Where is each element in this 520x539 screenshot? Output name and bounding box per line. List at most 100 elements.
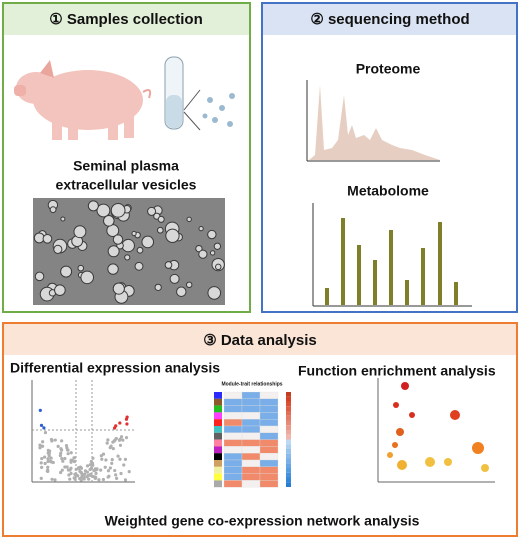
bubble-plot-part xyxy=(425,457,435,467)
tube-icon-part xyxy=(202,113,208,119)
volcano-plot-part xyxy=(53,478,57,482)
metabolome-bars-part xyxy=(454,282,458,305)
volcano-plot-part xyxy=(85,475,89,479)
pig-icon-part xyxy=(40,60,54,78)
micrograph-part xyxy=(53,244,63,254)
tube-icon-part xyxy=(183,111,201,131)
module-heatmap-part xyxy=(223,473,243,481)
volcano-plot-part xyxy=(88,472,93,476)
volcano-plot-part xyxy=(59,470,63,475)
module-heatmap-part xyxy=(214,405,222,413)
volcano-plot-part xyxy=(69,451,73,455)
volcano-plot-part xyxy=(111,440,115,444)
micrograph-part xyxy=(169,273,180,284)
volcano-plot-part xyxy=(89,466,94,470)
module-heatmap-part xyxy=(241,412,261,420)
volcano-plot-part xyxy=(46,465,50,469)
bubble-plot xyxy=(377,378,495,483)
volcano-plot-part xyxy=(108,446,112,450)
volcano-plot-part xyxy=(41,444,45,448)
volcano-plot-part xyxy=(125,422,129,426)
micrograph-part xyxy=(110,202,126,218)
tube-icon-part xyxy=(166,95,182,128)
volcano-plot-part xyxy=(85,464,90,468)
volcano-plot-part xyxy=(73,472,77,476)
volcano-plot-part xyxy=(106,469,111,473)
tube-icon xyxy=(164,56,235,131)
volcano-plot-part xyxy=(39,461,43,465)
volcano-plot-part xyxy=(83,472,87,476)
panel-title: ② sequencing method xyxy=(310,11,469,28)
module-heatmap-part xyxy=(259,453,279,461)
micrograph-part xyxy=(87,200,99,212)
tube-icon-part xyxy=(183,89,201,111)
micrograph-part xyxy=(186,216,192,223)
volcano-plot-part xyxy=(117,438,122,442)
volcano-plot-part xyxy=(78,469,82,473)
volcano-plot-part xyxy=(123,478,128,482)
module-heatmap-part xyxy=(286,420,291,426)
panel-header xyxy=(4,4,249,35)
module-heatmap-part xyxy=(214,446,222,454)
volcano-plot-part xyxy=(72,476,76,480)
volcano-plot-part xyxy=(74,467,78,471)
volcano-plot-part xyxy=(99,468,103,472)
module-heatmap-part xyxy=(286,415,291,421)
volcano-plot-part xyxy=(116,454,120,458)
module-heatmap-part xyxy=(286,439,291,445)
pig-icon-part xyxy=(16,72,56,104)
volcano-plot-part xyxy=(49,456,53,460)
module-heatmap-part xyxy=(286,444,291,449)
module-heatmap-part xyxy=(286,477,291,483)
volcano-plot-part xyxy=(122,463,126,467)
volcano-plot-part xyxy=(61,459,65,463)
module-heatmap-part xyxy=(223,412,243,420)
volcano-plot-part xyxy=(66,468,71,472)
volcano-plot-part xyxy=(101,452,106,456)
module-heatmap-part xyxy=(241,473,261,481)
volcano-plot-part xyxy=(79,466,84,470)
pig-icon-part xyxy=(68,120,78,140)
volcano-plot-part xyxy=(45,469,49,473)
panel-title: ③ Data analysis xyxy=(203,332,317,349)
volcano-plot-part xyxy=(60,456,64,461)
module-heatmap-part xyxy=(223,432,243,440)
micrograph-part xyxy=(107,263,119,275)
metabolome-bars-part xyxy=(341,218,345,305)
volcano-plot-part xyxy=(63,465,67,469)
volcano-plot-part xyxy=(94,471,98,475)
module-heatmap-part xyxy=(223,419,243,427)
analysis-label: Weighted gene co-expression network anal… xyxy=(105,513,420,529)
module-heatmap-part xyxy=(241,466,261,474)
micrograph-part xyxy=(141,235,155,249)
micrograph-part xyxy=(49,206,57,214)
pig-icon-part xyxy=(33,70,143,130)
volcano-plot-part xyxy=(59,451,63,455)
micrograph-part xyxy=(157,215,165,223)
method-label: Metabolome xyxy=(347,183,429,199)
module-heatmap-part xyxy=(223,425,243,433)
volcano-plot-part xyxy=(56,444,60,448)
tube-icon-part xyxy=(229,93,235,99)
module-heatmap-part xyxy=(259,405,279,413)
micrograph-part xyxy=(54,284,66,297)
micrograph-part xyxy=(60,216,66,222)
volcano-plot-part xyxy=(100,457,104,461)
micrograph-part xyxy=(107,245,120,258)
volcano-plot-part xyxy=(99,454,103,458)
analysis-label: Function enrichment analysis xyxy=(298,363,496,379)
volcano-plot-part xyxy=(58,454,63,458)
module-heatmap-part xyxy=(241,459,261,467)
volcano-plot-part xyxy=(76,466,81,470)
module-heatmap-part xyxy=(241,391,261,399)
module-heatmap-part xyxy=(286,401,291,407)
metabolome-bars-part xyxy=(325,288,329,305)
module-heatmap-part xyxy=(241,446,261,454)
module-heatmap-part xyxy=(214,439,222,447)
metabolome-bars-part xyxy=(373,260,377,305)
volcano-plot-part xyxy=(113,438,117,442)
volcano-plot-part xyxy=(107,474,111,478)
bubble-plot-part xyxy=(409,412,415,418)
volcano-plot-part xyxy=(101,477,106,482)
volcano-plot-part xyxy=(38,443,42,447)
